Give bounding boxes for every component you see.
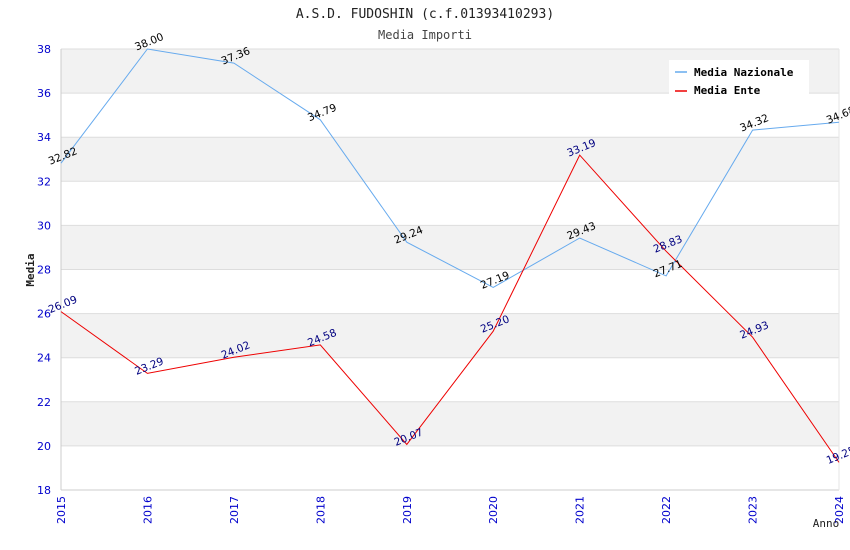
series-line-media-nazionale bbox=[60, 48, 840, 288]
x-axis-label: Anno bbox=[813, 517, 840, 530]
data-label-media-nazionale-2020: 27.19 bbox=[479, 269, 511, 291]
x-tick-label-2016: 2016 bbox=[141, 496, 154, 524]
legend-label-media-nazionale: Media Nazionale bbox=[694, 66, 794, 79]
band-24-26 bbox=[61, 313, 839, 358]
band-20-22 bbox=[61, 401, 839, 446]
x-tick-label-2017: 2017 bbox=[228, 496, 241, 524]
y-tick-label-22: 22 bbox=[37, 396, 51, 409]
y-tick-label-26: 26 bbox=[37, 308, 51, 321]
y-tick-label-32: 32 bbox=[37, 175, 51, 188]
legend: Media Nazionale Media Ente bbox=[669, 60, 809, 100]
y-tick-label-18: 18 bbox=[37, 484, 51, 497]
legend-box bbox=[669, 60, 809, 100]
x-tick-label-2019: 2019 bbox=[401, 496, 414, 524]
y-tick-labels: 18 20 22 24 26 28 30 32 34 36 38 bbox=[37, 43, 51, 497]
y-tick-label-36: 36 bbox=[37, 87, 51, 100]
x-tick-label-2021: 2021 bbox=[574, 496, 587, 524]
x-tick-label-2018: 2018 bbox=[314, 496, 327, 524]
x-tick-label-2020: 2020 bbox=[487, 496, 500, 524]
x-tick-label-2022: 2022 bbox=[660, 496, 673, 524]
data-label-media-nazionale-2023: 34.32 bbox=[738, 112, 770, 134]
y-tick-label-24: 24 bbox=[37, 352, 51, 365]
plot-background-bands bbox=[61, 49, 839, 446]
x-tick-label-2015: 2015 bbox=[55, 496, 68, 524]
y-tick-label-28: 28 bbox=[37, 264, 51, 277]
y-tick-label-20: 20 bbox=[37, 440, 51, 453]
y-tick-label-34: 34 bbox=[37, 131, 51, 144]
series-lines bbox=[60, 48, 840, 463]
y-tick-label-30: 30 bbox=[37, 219, 51, 232]
series-line-media-ente bbox=[60, 154, 840, 463]
data-label-media-nazionale-2018: 34.79 bbox=[306, 102, 338, 124]
chart-subtitle: Media Importi bbox=[378, 28, 472, 42]
band-28-30 bbox=[61, 225, 839, 270]
y-axis-label: Media bbox=[24, 253, 37, 286]
y-tick-label-38: 38 bbox=[37, 43, 51, 56]
x-tick-label-2024: 2024 bbox=[833, 496, 846, 524]
x-tick-labels: 2015 2016 2017 2018 2019 2020 2021 2022 2023 2024 bbox=[55, 496, 846, 524]
x-tick-label-2023: 2023 bbox=[747, 496, 760, 524]
band-32-34 bbox=[61, 137, 839, 182]
data-label-media-nazionale-2024: 34.68 bbox=[825, 104, 850, 126]
chart-title: A.S.D. FUDOSHIN (c.f.01393410293) bbox=[296, 7, 554, 22]
legend-label-media-ente: Media Ente bbox=[694, 84, 761, 97]
data-label-media-ente-2016: 23.29 bbox=[133, 355, 165, 377]
